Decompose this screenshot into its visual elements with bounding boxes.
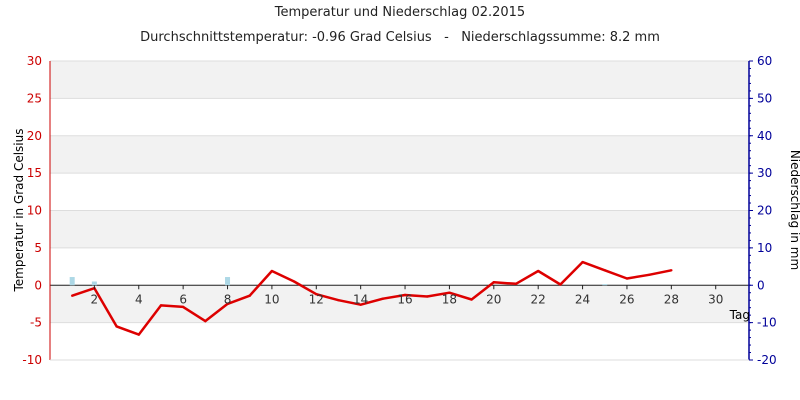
temperature-point [181,305,185,309]
x-axis-ticks: 2 4 6 8 10 12 14 16 18 20 22 24 26 28 30 [91,285,723,306]
y-tick-label: 5 [34,241,42,255]
y-tick-label: 15 [27,166,42,180]
y-tick-label: 30 [27,54,42,68]
x-tick-label: 16 [397,292,412,306]
x-tick-label: 30 [708,292,723,306]
y-tick-label: 20 [27,129,42,143]
y2-tick-label: -20 [757,353,777,367]
y-tick-label: 0 [34,278,42,292]
y-tick-label: 25 [27,91,42,105]
temperature-point [381,297,385,300]
temperature-series-line [71,260,672,336]
right-axis-ticks: -20 -10 0 10 20 30 40 50 60 [749,54,777,367]
temperature-point [204,319,207,323]
y-tick-label: 10 [27,204,42,218]
x-tick-label: 10 [264,292,279,306]
temperature-point [603,269,606,272]
left-axis-ticks: -10 -5 0 5 10 15 20 25 30 [22,54,42,367]
temperature-point [70,294,74,297]
chart-title: Temperatur und Niederschlag 02.2015 [274,5,525,20]
temperature-point [625,277,629,280]
grid-band [50,61,749,99]
grid-band [50,135,749,174]
x-tick-label: 2 [91,292,99,306]
temperature-point [403,293,407,297]
grid-band [50,210,749,248]
precipitation-bars [69,277,608,286]
chart-subtitle: Durchschnittstemperatur: -0.96 Grad Cels… [140,30,660,45]
x-tick-label: 8 [224,292,232,306]
temperature-point [581,260,584,264]
temperature-point [647,273,651,276]
x-tick-label: 28 [664,292,679,306]
x-tick-label: 18 [442,292,457,306]
y2-tick-label: 40 [757,129,772,143]
temperature-point [315,293,318,296]
y-axis-label: Temperatur in Grad Celsius [12,128,26,292]
y2-tick-label: 10 [757,241,772,255]
y2-tick-label: 60 [757,54,772,68]
precipitation-bar [602,284,608,286]
temperature-point [359,303,362,306]
temperature-point [248,294,251,297]
grid-band [50,98,749,136]
grid-band [50,173,749,211]
grid-band [50,322,749,360]
grid-band [50,247,749,286]
temperature-point [559,283,562,286]
temperature-point [492,281,496,284]
x-tick-label: 6 [179,292,187,306]
temperature-point [115,325,118,328]
temperature-point [470,298,473,301]
temperature-point [292,280,296,283]
temperature-point [137,333,140,336]
temperature-line [70,260,673,336]
temperature-point [448,291,451,294]
y2-tick-label: 50 [757,91,772,105]
x-tick-label: 14 [353,292,368,306]
temperature-point [337,299,340,302]
x-tick-label: 26 [619,292,634,306]
temperature-point [226,302,229,306]
temperature-point [536,269,540,273]
y-tick-label: -5 [30,316,42,330]
x-tick-label: 24 [575,292,590,306]
y2-tick-label: -10 [757,316,777,330]
x-tick-label: 22 [531,292,546,306]
x-axis-label: Tag [729,308,750,322]
temperature-point [514,282,518,285]
x-tick-label: 20 [486,292,501,306]
precipitation-bar [69,277,75,286]
y2-tick-label: 0 [757,278,765,292]
precipitation-bar [225,277,231,286]
y2-axis-label: Niederschlag in mm [788,150,800,270]
grid-band [50,285,749,323]
temperature-point [270,269,274,273]
y-tick-label: -10 [22,353,42,367]
precipitation-bar [91,281,97,286]
background-bands [50,61,749,360]
temperature-point [426,295,429,298]
temperature-point [670,269,673,272]
x-tick-label: 4 [135,292,143,306]
y2-tick-label: 30 [757,166,772,180]
temperature-point [159,304,163,307]
x-tick-label: 12 [309,292,324,306]
y2-tick-label: 20 [757,204,772,218]
